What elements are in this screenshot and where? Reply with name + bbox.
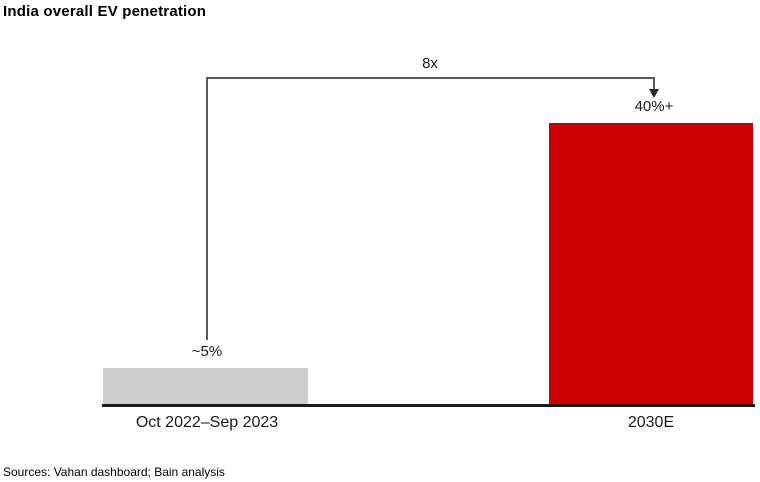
bar-2030-estimate [549,123,753,404]
x-axis-line [102,404,755,407]
category-label-2030-estimate: 2030E [627,414,675,431]
growth-arrow-left-segment [206,78,208,340]
growth-arrow-horizontal-segment [206,77,655,79]
value-label-2030-estimate: 40%+ [634,98,674,115]
category-label-current-period: Oct 2022–Sep 2023 [135,414,279,431]
bar-current-period [103,368,308,404]
arrow-down-icon [649,89,659,98]
growth-multiplier-label: 8x [422,55,438,72]
sources-note: Sources: Vahan dashboard; Bain analysis [3,465,225,479]
growth-arrow-right-segment [653,77,655,91]
chart-title: India overall EV penetration [3,3,207,20]
value-label-current-period: ~5% [191,343,223,360]
